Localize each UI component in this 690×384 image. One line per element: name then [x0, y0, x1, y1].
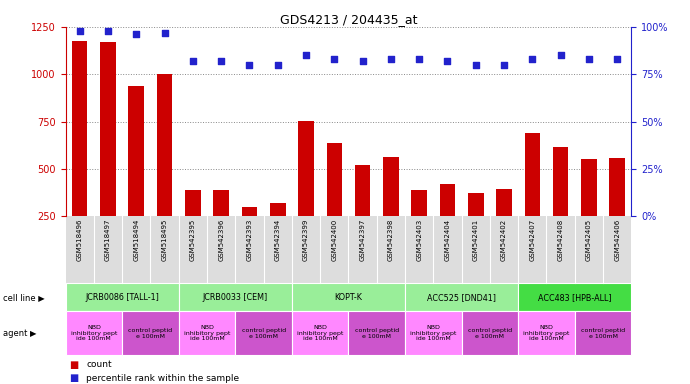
Point — [442, 58, 453, 64]
Text: NBD
inhibitory pept
ide 100mM: NBD inhibitory pept ide 100mM — [70, 325, 117, 341]
Bar — [100, 42, 116, 263]
Text: control peptid
e 100mM: control peptid e 100mM — [581, 328, 625, 339]
Point — [216, 58, 227, 64]
Bar — [157, 74, 172, 263]
Text: NBD
inhibitory pept
ide 100mM: NBD inhibitory pept ide 100mM — [523, 325, 570, 341]
Bar — [609, 157, 625, 263]
Title: GDS4213 / 204435_at: GDS4213 / 204435_at — [279, 13, 417, 26]
Point — [499, 62, 510, 68]
Bar — [298, 121, 314, 263]
Bar — [581, 159, 597, 263]
Text: control peptid
e 100mM: control peptid e 100mM — [468, 328, 512, 339]
Bar — [72, 41, 88, 263]
Text: agent ▶: agent ▶ — [3, 329, 37, 338]
Point — [272, 62, 284, 68]
Text: NBD
inhibitory pept
ide 100mM: NBD inhibitory pept ide 100mM — [184, 325, 230, 341]
Point — [471, 62, 482, 68]
Point — [527, 56, 538, 62]
Bar — [241, 207, 257, 263]
Point — [74, 28, 86, 34]
Bar — [185, 190, 201, 263]
Text: cell line ▶: cell line ▶ — [3, 293, 46, 302]
Point — [102, 28, 113, 34]
Point — [414, 56, 425, 62]
Text: NBD
inhibitory pept
ide 100mM: NBD inhibitory pept ide 100mM — [410, 325, 457, 341]
Text: ■: ■ — [69, 373, 78, 383]
Text: JCRB0086 [TALL-1]: JCRB0086 [TALL-1] — [85, 293, 159, 302]
Text: ACC525 [DND41]: ACC525 [DND41] — [427, 293, 496, 302]
Point — [357, 58, 368, 64]
Bar — [553, 147, 569, 263]
Bar — [128, 86, 144, 263]
Bar — [355, 165, 371, 263]
Text: percentile rank within the sample: percentile rank within the sample — [86, 374, 239, 383]
Point — [386, 56, 397, 62]
Bar — [496, 189, 512, 263]
Bar — [383, 157, 399, 263]
Text: KOPT-K: KOPT-K — [335, 293, 362, 302]
Point — [244, 62, 255, 68]
Text: NBD
inhibitory pept
ide 100mM: NBD inhibitory pept ide 100mM — [297, 325, 344, 341]
Point — [159, 30, 170, 36]
Bar — [270, 203, 286, 263]
Text: control peptid
e 100mM: control peptid e 100mM — [355, 328, 399, 339]
Text: ■: ■ — [69, 360, 78, 370]
Text: count: count — [86, 360, 112, 369]
Bar — [411, 190, 427, 263]
Text: control peptid
e 100mM: control peptid e 100mM — [241, 328, 286, 339]
Text: JCRB0033 [CEM]: JCRB0033 [CEM] — [203, 293, 268, 302]
Bar — [468, 194, 484, 263]
Text: control peptid
e 100mM: control peptid e 100mM — [128, 328, 172, 339]
Bar — [440, 184, 455, 263]
Bar — [213, 190, 229, 263]
Point — [131, 31, 142, 38]
Bar — [524, 133, 540, 263]
Point — [584, 56, 595, 62]
Text: ACC483 [HPB-ALL]: ACC483 [HPB-ALL] — [538, 293, 611, 302]
Bar — [326, 143, 342, 263]
Point — [329, 56, 340, 62]
Point — [555, 52, 566, 58]
Point — [188, 58, 199, 64]
Point — [301, 52, 312, 58]
Point — [612, 56, 623, 62]
